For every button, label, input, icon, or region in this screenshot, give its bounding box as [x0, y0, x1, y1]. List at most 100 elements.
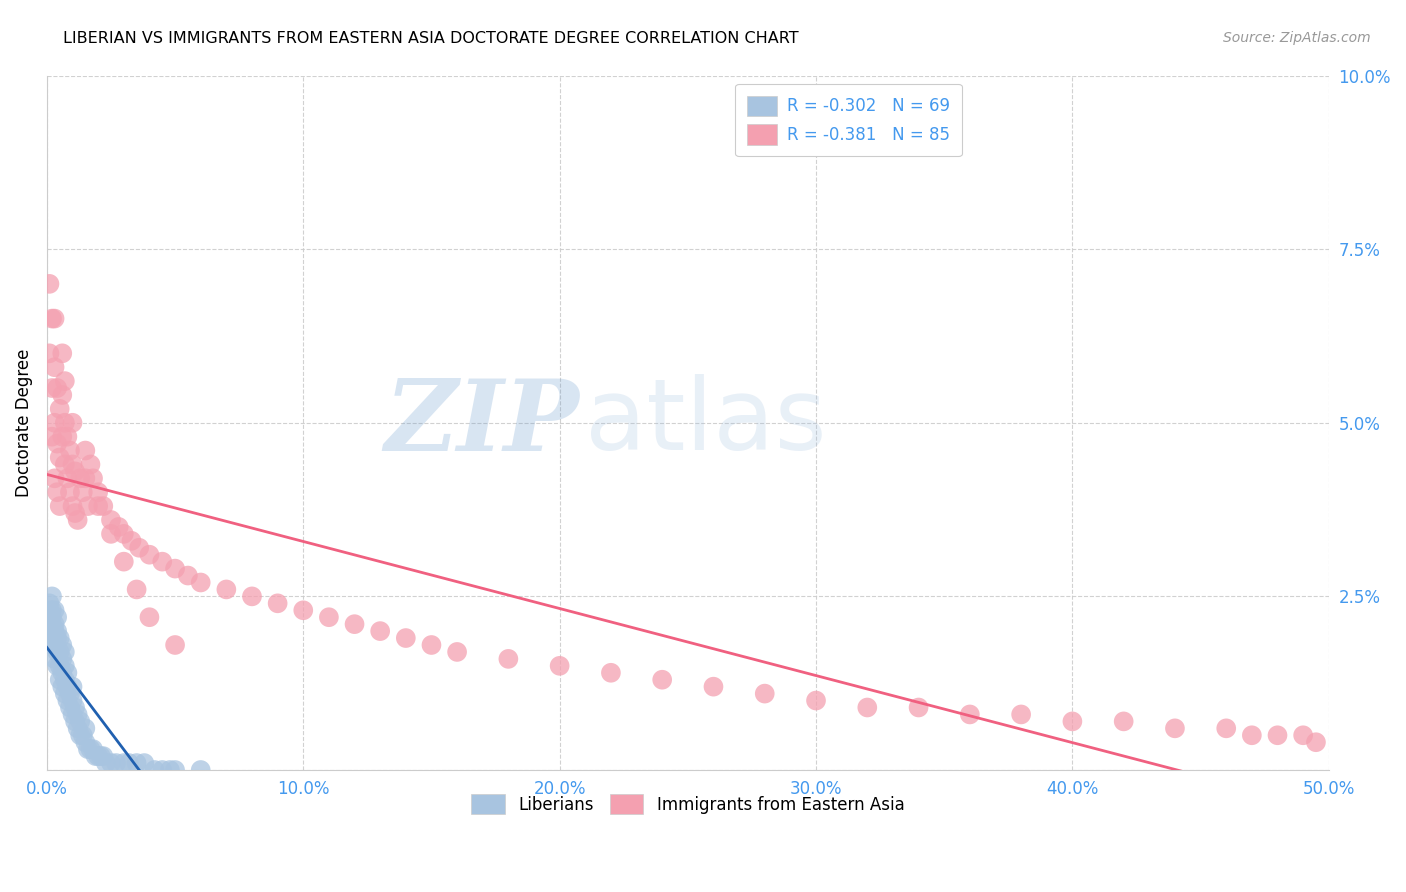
Point	[41, 311, 63, 326]
Point	[446, 645, 468, 659]
Point	[41, 610, 63, 624]
Point	[75, 735, 97, 749]
Point	[134, 756, 156, 770]
Point	[44, 617, 66, 632]
Point	[75, 722, 97, 736]
Point	[1305, 735, 1327, 749]
Legend: Liberians, Immigrants from Eastern Asia: Liberians, Immigrants from Eastern Asia	[461, 784, 914, 824]
Point	[44, 603, 66, 617]
Point	[75, 471, 97, 485]
Text: atlas: atlas	[585, 375, 827, 471]
Point	[165, 638, 187, 652]
Point	[48, 631, 70, 645]
Point	[420, 638, 443, 652]
Point	[66, 513, 89, 527]
Point	[46, 631, 69, 645]
Point	[77, 742, 100, 756]
Point	[56, 471, 79, 485]
Point	[48, 645, 70, 659]
Point	[46, 381, 69, 395]
Point	[907, 700, 929, 714]
Point	[41, 617, 63, 632]
Point	[56, 693, 79, 707]
Point	[38, 603, 60, 617]
Point	[1240, 728, 1263, 742]
Point	[46, 436, 69, 450]
Point	[395, 631, 418, 645]
Point	[56, 430, 79, 444]
Point	[121, 533, 143, 548]
Point	[44, 416, 66, 430]
Point	[105, 756, 128, 770]
Point	[368, 624, 391, 639]
Point	[90, 749, 112, 764]
Point	[128, 541, 150, 555]
Point	[53, 658, 76, 673]
Point	[63, 464, 86, 478]
Point	[44, 638, 66, 652]
Y-axis label: Doctorate Degree: Doctorate Degree	[15, 349, 32, 497]
Point	[56, 665, 79, 680]
Point	[51, 638, 73, 652]
Point	[53, 673, 76, 687]
Point	[292, 603, 315, 617]
Point	[51, 652, 73, 666]
Point	[41, 381, 63, 395]
Point	[38, 346, 60, 360]
Point	[159, 763, 181, 777]
Point	[190, 575, 212, 590]
Point	[1112, 714, 1135, 729]
Point	[754, 687, 776, 701]
Point	[62, 458, 84, 472]
Point	[79, 458, 101, 472]
Point	[63, 700, 86, 714]
Point	[63, 714, 86, 729]
Point	[165, 561, 187, 575]
Text: ZIP: ZIP	[384, 375, 579, 471]
Point	[125, 756, 148, 770]
Point	[62, 416, 84, 430]
Point	[46, 645, 69, 659]
Point	[75, 443, 97, 458]
Point	[48, 450, 70, 465]
Point	[44, 624, 66, 639]
Point	[53, 416, 76, 430]
Point	[77, 499, 100, 513]
Point	[138, 548, 160, 562]
Point	[150, 763, 173, 777]
Point	[48, 673, 70, 687]
Point	[112, 756, 135, 770]
Point	[79, 742, 101, 756]
Point	[44, 471, 66, 485]
Point	[165, 763, 187, 777]
Point	[41, 590, 63, 604]
Point	[48, 499, 70, 513]
Point	[51, 680, 73, 694]
Point	[62, 707, 84, 722]
Point	[59, 700, 82, 714]
Point	[51, 665, 73, 680]
Point	[959, 707, 981, 722]
Point	[66, 707, 89, 722]
Point	[100, 756, 122, 770]
Point	[240, 590, 263, 604]
Point	[177, 568, 200, 582]
Point	[41, 430, 63, 444]
Point	[112, 555, 135, 569]
Point	[44, 311, 66, 326]
Point	[51, 346, 73, 360]
Point	[107, 520, 129, 534]
Point	[548, 658, 571, 673]
Point	[266, 596, 288, 610]
Point	[51, 388, 73, 402]
Point	[46, 485, 69, 500]
Point	[91, 749, 114, 764]
Point	[138, 610, 160, 624]
Point	[1062, 714, 1084, 729]
Point	[651, 673, 673, 687]
Point	[125, 582, 148, 597]
Point	[69, 728, 91, 742]
Point	[41, 638, 63, 652]
Point	[143, 763, 166, 777]
Point	[63, 506, 86, 520]
